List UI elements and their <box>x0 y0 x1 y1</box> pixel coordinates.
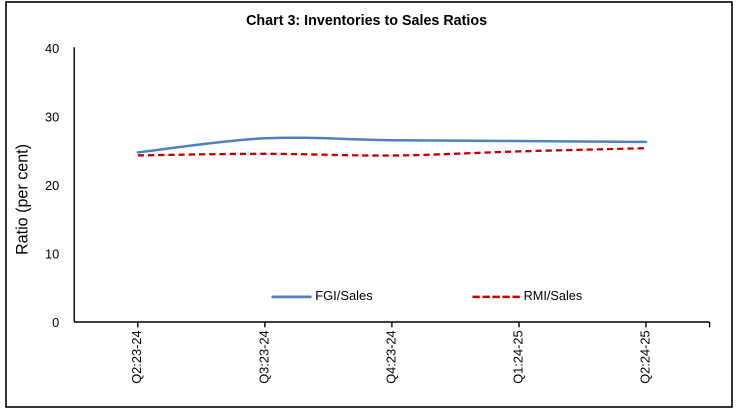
svg-text:Q4:23-24: Q4:23-24 <box>383 330 398 383</box>
svg-text:40: 40 <box>45 41 59 56</box>
svg-text:Ratio (per cent): Ratio (per cent) <box>14 144 32 255</box>
svg-text:30: 30 <box>45 110 59 125</box>
svg-text:20: 20 <box>45 178 59 193</box>
svg-text:Q2:24-25: Q2:24-25 <box>637 330 652 383</box>
svg-text:Q3:23-24: Q3:23-24 <box>256 330 271 383</box>
svg-text:Q2:23-24: Q2:23-24 <box>129 330 144 383</box>
svg-text:FGI/Sales: FGI/Sales <box>315 288 373 303</box>
svg-text:10: 10 <box>45 246 59 261</box>
svg-text:Chart 3: Inventories to Sales: Chart 3: Inventories to Sales Ratios <box>246 12 487 29</box>
svg-text:0: 0 <box>52 315 59 330</box>
svg-text:Q1:24-25: Q1:24-25 <box>510 330 525 383</box>
svg-text:RMI/Sales: RMI/Sales <box>524 288 583 303</box>
